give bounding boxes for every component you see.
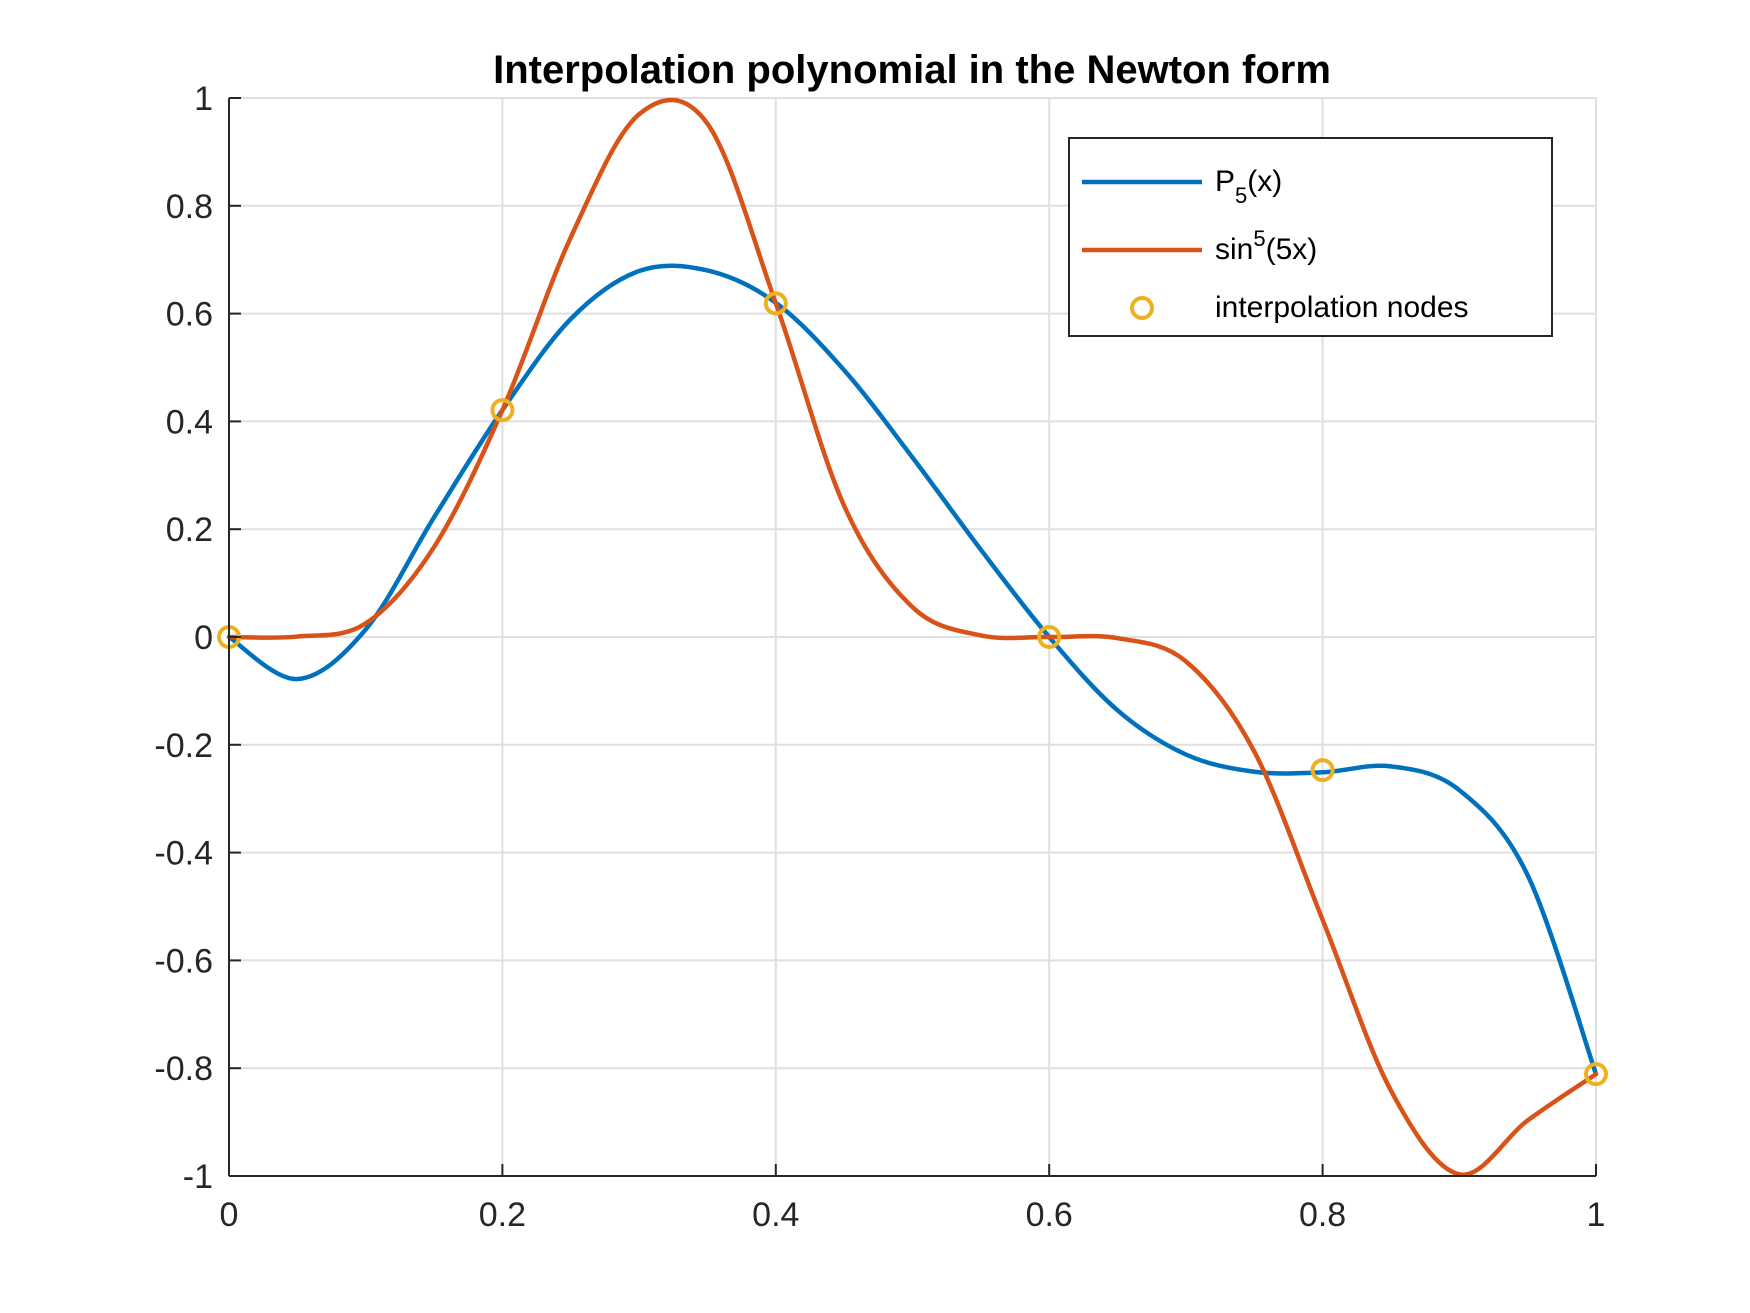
series-line-sin5	[226, 97, 1599, 1177]
legend-label: P5(x)	[1215, 165, 1282, 208]
interpolation-node-marker	[763, 291, 788, 316]
legend-label-subscript: 5	[1235, 183, 1247, 208]
legend: P5(x)sin5(5x)interpolation nodes	[1068, 137, 1553, 337]
x-tick-label: 0	[220, 1196, 239, 1234]
series-line-p5	[226, 263, 1599, 1077]
x-tick-label: 0.2	[479, 1196, 526, 1234]
chart-title: Interpolation polynomial in the Newton f…	[493, 48, 1331, 92]
y-tick-label: 1	[194, 80, 213, 118]
x-tick-label: 0.8	[1299, 1196, 1346, 1234]
axes	[228, 97, 1597, 1177]
y-tick-label: 0	[194, 619, 213, 657]
legend-label: sin5(5x)	[1215, 226, 1317, 266]
legend-label-superscript: 5	[1253, 226, 1265, 251]
y-tick-label: 0.2	[166, 511, 213, 549]
interpolation-node-marker	[1037, 625, 1062, 649]
y-tick-label: 0.4	[166, 403, 213, 441]
legend-label-main: P	[1215, 165, 1235, 198]
legend-label-main: sin	[1215, 233, 1253, 266]
y-tick-label: -0.4	[154, 835, 213, 873]
tick-labels: 0 0.2 0.4 0.6 0.8 1 1 0.8 0.6 0.4 0.2 0 -0.2 -0.4 -0.6…	[154, 80, 1605, 1234]
x-tick-label: 0.4	[752, 1196, 799, 1234]
legend-label: interpolation nodes	[1215, 291, 1469, 324]
y-tick-label: -1	[183, 1158, 213, 1196]
x-tick-label: 1	[1587, 1196, 1606, 1234]
legend-swatch-nodes	[1130, 296, 1154, 320]
y-tick-label: 0.8	[166, 188, 213, 226]
legend-label-tail: (x)	[1247, 165, 1282, 198]
interpolation-node-marker	[490, 398, 515, 423]
y-tick-label: 0.6	[166, 296, 213, 334]
series-lines	[226, 97, 1599, 1177]
interpolation-node-marker	[1584, 1062, 1608, 1087]
interpolation-node-marker	[1310, 758, 1335, 783]
y-tick-label: -0.6	[154, 942, 213, 980]
x-tick-label: 0.6	[1026, 1196, 1073, 1234]
y-tick-label: -0.2	[154, 727, 213, 765]
y-tick-label: -0.8	[154, 1050, 213, 1088]
legend-label-tail: (5x)	[1266, 233, 1318, 266]
